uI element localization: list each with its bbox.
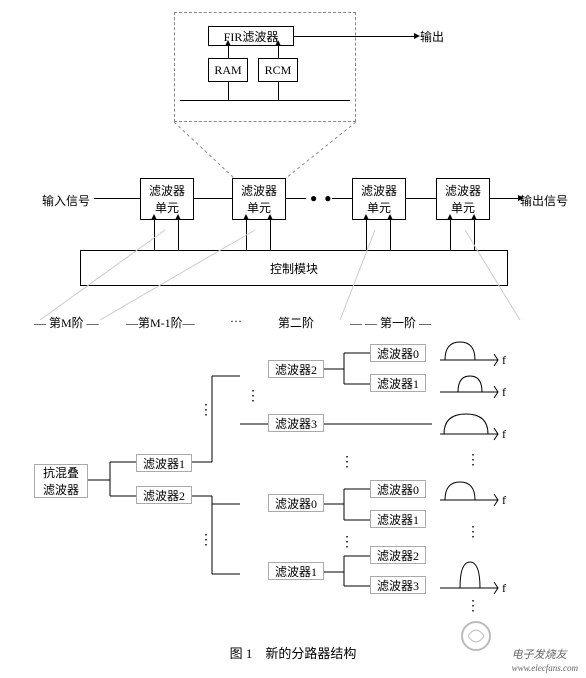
svg-text:⋮: ⋮ — [340, 455, 354, 470]
rcm-to-fir — [278, 46, 279, 58]
fir-label: FIR滤波器 — [224, 28, 279, 45]
rcm-down — [278, 82, 279, 100]
rcm-label: RCM — [265, 63, 292, 78]
rcm-box: RCM — [258, 58, 298, 82]
svg-text:⋮: ⋮ — [199, 533, 213, 548]
caption-text: 图 1 新的分路器结构 — [230, 646, 357, 661]
svg-text:f: f — [502, 385, 506, 399]
svg-text:f: f — [502, 493, 506, 507]
svg-text:⋮: ⋮ — [466, 525, 480, 540]
stage-dots: ··· — [230, 314, 242, 329]
figure-caption: 图 1 新的分路器结构 — [0, 643, 586, 662]
svg-text:⋮: ⋮ — [246, 389, 260, 404]
stage-2: 第二阶 — [278, 316, 314, 330]
top-output-label: 输出 — [420, 28, 444, 45]
svg-text:f: f — [502, 581, 506, 595]
freq-curves: f f f ⋮ f ⋮ f ⋮ — [440, 336, 560, 616]
watermark-logo — [456, 616, 496, 656]
svg-text:f: f — [502, 353, 506, 367]
tree-lines: ⋮ ⋮ ⋮ ⋮ ⋮ ⋮ — [34, 336, 434, 606]
fir-box: FIR滤波器 — [208, 26, 294, 46]
watermark-text: 电子发烧友 www.elecfans.com — [512, 646, 578, 674]
svg-text:⋮: ⋮ — [466, 453, 480, 468]
stage-m: 第M阶 — [49, 316, 84, 330]
stage-1: 第一阶 — [380, 316, 416, 330]
svg-text:⋮: ⋮ — [466, 599, 480, 614]
fir-out-line — [294, 36, 414, 37]
watermark-brand: 电子发烧友 — [512, 649, 567, 661]
detail-bottom-line — [180, 100, 350, 101]
ram-to-fir — [228, 46, 229, 58]
stage-m1: 第M-1阶 — [138, 316, 183, 330]
ram-box: RAM — [208, 58, 248, 82]
gray-guides — [40, 130, 560, 320]
ram-label: RAM — [214, 63, 241, 78]
svg-text:⋮: ⋮ — [340, 535, 354, 550]
svg-text:f: f — [502, 427, 506, 441]
watermark-url: www.elecfans.com — [512, 663, 578, 673]
ram-down — [228, 82, 229, 100]
svg-text:⋮: ⋮ — [199, 403, 213, 418]
